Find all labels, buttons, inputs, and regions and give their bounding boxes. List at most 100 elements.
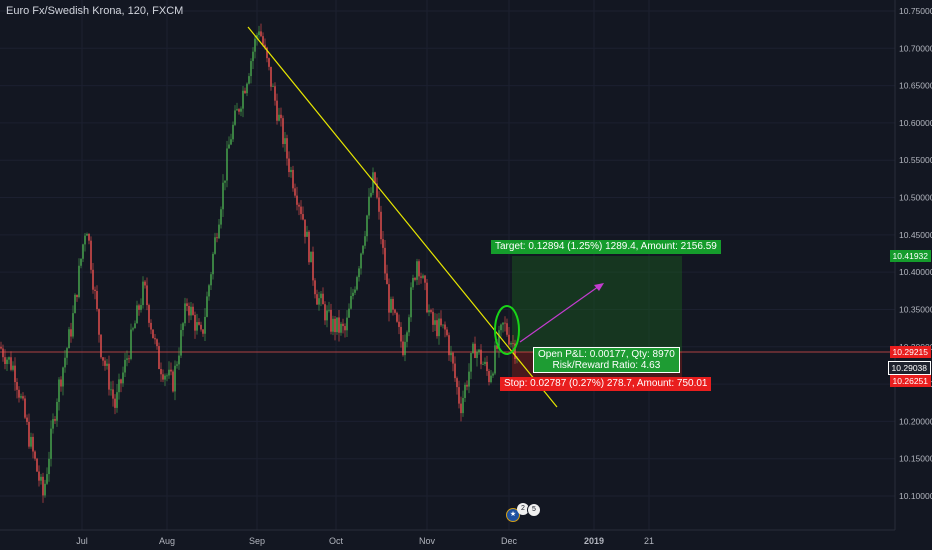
candle-body: [172, 371, 174, 392]
candle-body: [340, 323, 342, 333]
candle-body: [44, 483, 46, 496]
price-tick-label: 10.40000: [899, 267, 932, 277]
time-axis[interactable]: Jul Aug Sep Oct Nov Dec 2019 21: [76, 536, 654, 546]
candle-body: [0, 346, 2, 349]
candle-body: [498, 330, 500, 349]
candle-body: [322, 293, 324, 305]
candle-body: [62, 367, 64, 387]
candle-body: [232, 124, 234, 140]
price-tick-label: 10.75000: [899, 6, 932, 16]
candle-body: [308, 231, 310, 263]
candle-body: [376, 183, 378, 198]
candle-body: [302, 214, 304, 220]
open-pl-label: Open P&L: 0.00177, Qty: 8970: [538, 349, 675, 360]
economic-event-flag-icon[interactable]: ★: [506, 508, 520, 522]
candle-body: [28, 421, 30, 447]
candle-body: [98, 309, 100, 335]
candle-body: [440, 318, 442, 326]
highlight-circle[interactable]: [494, 305, 520, 355]
candle-body: [404, 341, 406, 356]
candle-body: [50, 428, 52, 459]
candle-body: [186, 303, 188, 306]
candle-body: [318, 298, 320, 305]
candle-body: [300, 206, 302, 215]
candle-body: [36, 458, 38, 472]
candle-body: [80, 258, 82, 266]
candle-body: [380, 211, 382, 240]
candle-body: [240, 108, 242, 112]
price-tick-label: 10.55000: [899, 155, 932, 165]
candle-body: [368, 196, 370, 216]
candle-body: [288, 158, 290, 173]
candle-body: [108, 363, 110, 390]
candle-body: [148, 305, 150, 323]
candle-body: [100, 334, 102, 358]
candle-body: [134, 323, 136, 329]
price-tick-label: 10.10000: [899, 491, 932, 501]
candle-body: [350, 296, 352, 309]
candle-body: [366, 215, 368, 237]
candle-body: [178, 355, 180, 365]
candle-body: [482, 363, 484, 365]
candle-body: [406, 332, 408, 342]
trendline[interactable]: [247, 26, 558, 408]
candle-body: [192, 306, 194, 315]
target-label[interactable]: Target: 0.12894 (1.25%) 1289.4, Amount: …: [491, 240, 721, 254]
candle-body: [162, 374, 164, 380]
candle-body: [456, 378, 458, 388]
candle-body: [332, 318, 334, 332]
price-tick-label: 10.35000: [899, 304, 932, 314]
candle-body: [92, 269, 94, 290]
candle-body: [496, 345, 498, 349]
event-badge-2[interactable]: 2: [517, 503, 529, 515]
candle-body: [426, 282, 428, 313]
candle-body: [320, 293, 322, 299]
time-tick-label: Aug: [159, 536, 175, 546]
candle-body: [338, 317, 340, 333]
candle-body: [68, 329, 70, 349]
candle-body: [508, 334, 510, 345]
candle-body: [280, 114, 282, 119]
price-tick-label: 10.50000: [899, 193, 932, 203]
target-zone: [512, 256, 682, 352]
risk-reward-label: Risk/Reward Ratio: 4.63: [552, 360, 661, 371]
candle-body: [128, 358, 130, 360]
candle-body: [46, 474, 48, 484]
candle-body: [262, 36, 264, 45]
candle-body: [328, 309, 330, 311]
time-tick-label: Jul: [76, 536, 88, 546]
candle-body: [492, 373, 494, 376]
candle-body: [8, 357, 10, 360]
candle-body: [510, 343, 512, 345]
candle-body: [38, 471, 40, 481]
event-badge-5[interactable]: 5: [527, 503, 541, 517]
candle-body: [140, 305, 142, 310]
candle-body: [234, 110, 236, 125]
open-pl-box[interactable]: Open P&L: 0.00177, Qty: 8970 Risk/Reward…: [533, 347, 680, 373]
candle-body: [86, 233, 88, 236]
candle-body: [48, 458, 50, 475]
candle-body: [204, 316, 206, 334]
price-tick-label: 10.20000: [899, 416, 932, 426]
candle-body: [344, 326, 346, 331]
candle-body: [398, 321, 400, 327]
stop-label[interactable]: Stop: 0.02787 (0.27%) 278.7, Amount: 750…: [500, 377, 712, 391]
candle-body: [444, 324, 446, 330]
candle-body: [334, 318, 336, 333]
candle-body: [346, 317, 348, 331]
candle-body: [388, 284, 390, 313]
candlestick-series: [0, 23, 518, 503]
candle-body: [258, 31, 260, 36]
candle-body: [418, 261, 420, 277]
candle-body: [228, 144, 230, 149]
candle-body: [196, 322, 198, 331]
candle-body: [400, 326, 402, 342]
projection-arrow-line[interactable]: [519, 283, 603, 343]
candle-body: [436, 320, 438, 337]
candle-body: [330, 309, 332, 332]
candle-body: [118, 379, 120, 393]
candle-body: [392, 298, 394, 310]
candle-body: [224, 180, 226, 183]
candle-body: [56, 401, 58, 421]
